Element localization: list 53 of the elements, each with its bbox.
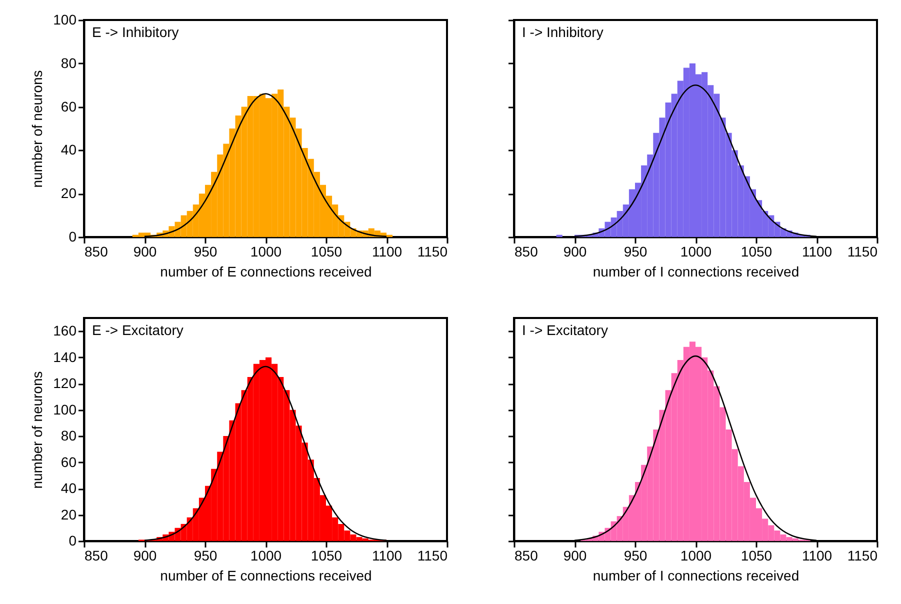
x-tick-label: 1150: [847, 548, 878, 564]
y-tick-label: 100: [53, 401, 77, 418]
y-tick-label: 20: [60, 506, 77, 522]
x-tick-label: 900: [563, 548, 587, 564]
y-tick-label: 140: [53, 348, 77, 365]
y-tick-label: 40: [60, 480, 77, 496]
x-tick-label: 850: [514, 548, 538, 564]
y-tick-label: 80: [60, 428, 77, 444]
x-tick-label: 1050: [740, 548, 772, 564]
x-tick-label: 850: [514, 244, 538, 260]
x-axis-title: number of I connections received: [592, 568, 800, 584]
x-tick-label: 1050: [740, 244, 772, 260]
y-tick-label: 120: [53, 375, 77, 392]
y-tick-label: 0: [68, 228, 77, 244]
x-tick-label: 1150: [417, 244, 448, 260]
y-axis-title: number of neurons: [29, 70, 46, 188]
x-tick-label: 1000: [680, 548, 712, 564]
x-tick-label: 1050: [310, 548, 342, 564]
y-tick-label: 40: [60, 142, 77, 158]
x-tick-label: 950: [624, 244, 648, 260]
x-tick-label: 1150: [417, 548, 448, 564]
x-tick-label: 950: [194, 548, 218, 564]
x-tick-label: 1000: [250, 244, 282, 260]
x-tick-label: 950: [624, 548, 648, 564]
x-axis-title: number of E connections received: [160, 264, 372, 280]
chart-title: E -> Inhibitory: [92, 24, 179, 40]
x-tick-label: 1100: [802, 244, 832, 260]
chart-title: I -> Excitatory: [522, 322, 608, 338]
x-axis-title: number of I connections received: [592, 264, 800, 280]
x-tick-label: 1100: [372, 548, 402, 564]
x-tick-label: 950: [194, 244, 218, 260]
x-axis-title: number of E connections received: [160, 568, 372, 584]
y-tick-label: 160: [53, 322, 77, 339]
chart-title: E -> Excitatory: [92, 322, 184, 338]
chart-title: I -> Inhibitory: [522, 24, 604, 40]
x-tick-label: 1100: [802, 548, 832, 564]
x-tick-label: 1150: [847, 244, 878, 260]
y-tick-label: 0: [68, 532, 77, 548]
y-tick-label: 100: [53, 12, 77, 28]
x-tick-label: 850: [84, 244, 108, 260]
y-tick-label: 60: [60, 98, 77, 114]
x-tick-label: 1000: [680, 244, 712, 260]
x-tick-label: 900: [563, 244, 587, 260]
y-tick-label: 60: [60, 454, 77, 470]
x-tick-label: 1100: [372, 244, 402, 260]
x-tick-label: 850: [84, 548, 108, 564]
x-tick-label: 1050: [310, 244, 342, 260]
x-tick-label: 1000: [250, 548, 282, 564]
y-axis-title: number of neurons: [29, 371, 46, 489]
x-tick-label: 900: [133, 244, 157, 260]
x-tick-label: 900: [133, 548, 157, 564]
y-tick-label: 80: [60, 54, 77, 71]
y-tick-label: 20: [60, 185, 77, 202]
